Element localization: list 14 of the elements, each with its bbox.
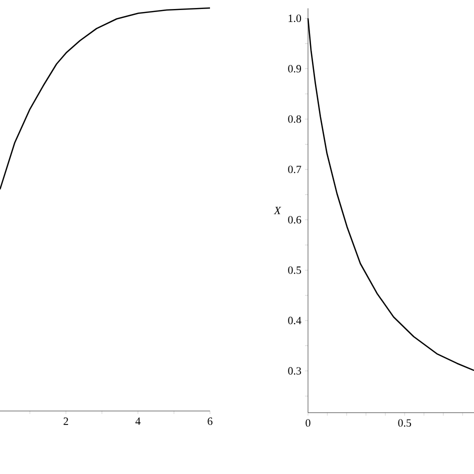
y-tick-label: 1.0	[288, 14, 302, 22]
y-tick-label: 0.6	[288, 216, 302, 224]
x-tick-label: 4	[135, 418, 141, 425]
x-tick-label: 0	[306, 419, 310, 427]
y-axis-title: X	[274, 206, 282, 214]
x-tick-label: 0.5	[398, 419, 412, 427]
x-tick-label: 2	[64, 418, 68, 425]
y-tick-label: 0.7	[288, 166, 302, 174]
y-tick-label: 0.8	[288, 115, 302, 123]
y-tick-label: 0.3	[288, 367, 302, 375]
y-tick-label: 0.5	[288, 266, 302, 274]
x-tick-label: 6	[208, 418, 212, 425]
y-tick-label: 0.4	[288, 316, 302, 324]
y-tick-label: 0.9	[288, 64, 302, 72]
